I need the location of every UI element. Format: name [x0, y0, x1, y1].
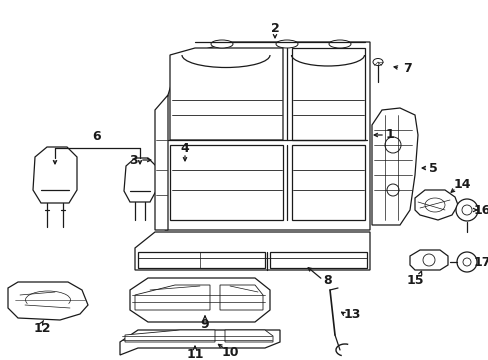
Ellipse shape	[275, 40, 297, 48]
Circle shape	[422, 254, 434, 266]
Circle shape	[461, 205, 471, 215]
Polygon shape	[135, 232, 369, 270]
Ellipse shape	[372, 58, 382, 66]
Polygon shape	[135, 285, 209, 310]
Text: 13: 13	[343, 309, 360, 321]
Polygon shape	[155, 95, 168, 230]
Text: 10: 10	[221, 346, 238, 360]
Polygon shape	[170, 48, 283, 140]
Polygon shape	[371, 108, 417, 225]
Text: 1: 1	[385, 129, 393, 141]
Text: 4: 4	[180, 141, 189, 154]
Polygon shape	[220, 285, 263, 310]
Polygon shape	[409, 250, 447, 270]
Polygon shape	[291, 48, 364, 140]
Polygon shape	[291, 145, 364, 220]
Text: 5: 5	[428, 162, 436, 175]
Text: 17: 17	[472, 256, 488, 269]
Polygon shape	[8, 282, 88, 320]
Text: 8: 8	[323, 274, 332, 287]
Circle shape	[462, 258, 470, 266]
Text: 3: 3	[128, 153, 137, 166]
Circle shape	[456, 252, 476, 272]
Polygon shape	[269, 252, 366, 268]
Text: 12: 12	[33, 321, 51, 334]
Text: 6: 6	[93, 130, 101, 143]
Polygon shape	[224, 330, 272, 342]
Polygon shape	[138, 252, 264, 268]
Circle shape	[455, 199, 477, 221]
Text: 7: 7	[402, 62, 410, 75]
Polygon shape	[164, 42, 369, 230]
Polygon shape	[120, 330, 280, 355]
Circle shape	[384, 137, 400, 153]
Polygon shape	[414, 190, 457, 220]
Text: 14: 14	[452, 179, 470, 192]
Ellipse shape	[210, 40, 232, 48]
Text: 11: 11	[186, 348, 203, 360]
Polygon shape	[170, 145, 283, 220]
Ellipse shape	[328, 40, 350, 48]
Polygon shape	[124, 158, 156, 202]
Text: 15: 15	[406, 274, 423, 287]
Text: 2: 2	[270, 22, 279, 35]
Polygon shape	[33, 147, 77, 203]
Polygon shape	[130, 278, 269, 322]
Circle shape	[386, 184, 398, 196]
Text: 16: 16	[472, 203, 488, 216]
Polygon shape	[125, 330, 215, 342]
Text: 9: 9	[200, 319, 209, 332]
